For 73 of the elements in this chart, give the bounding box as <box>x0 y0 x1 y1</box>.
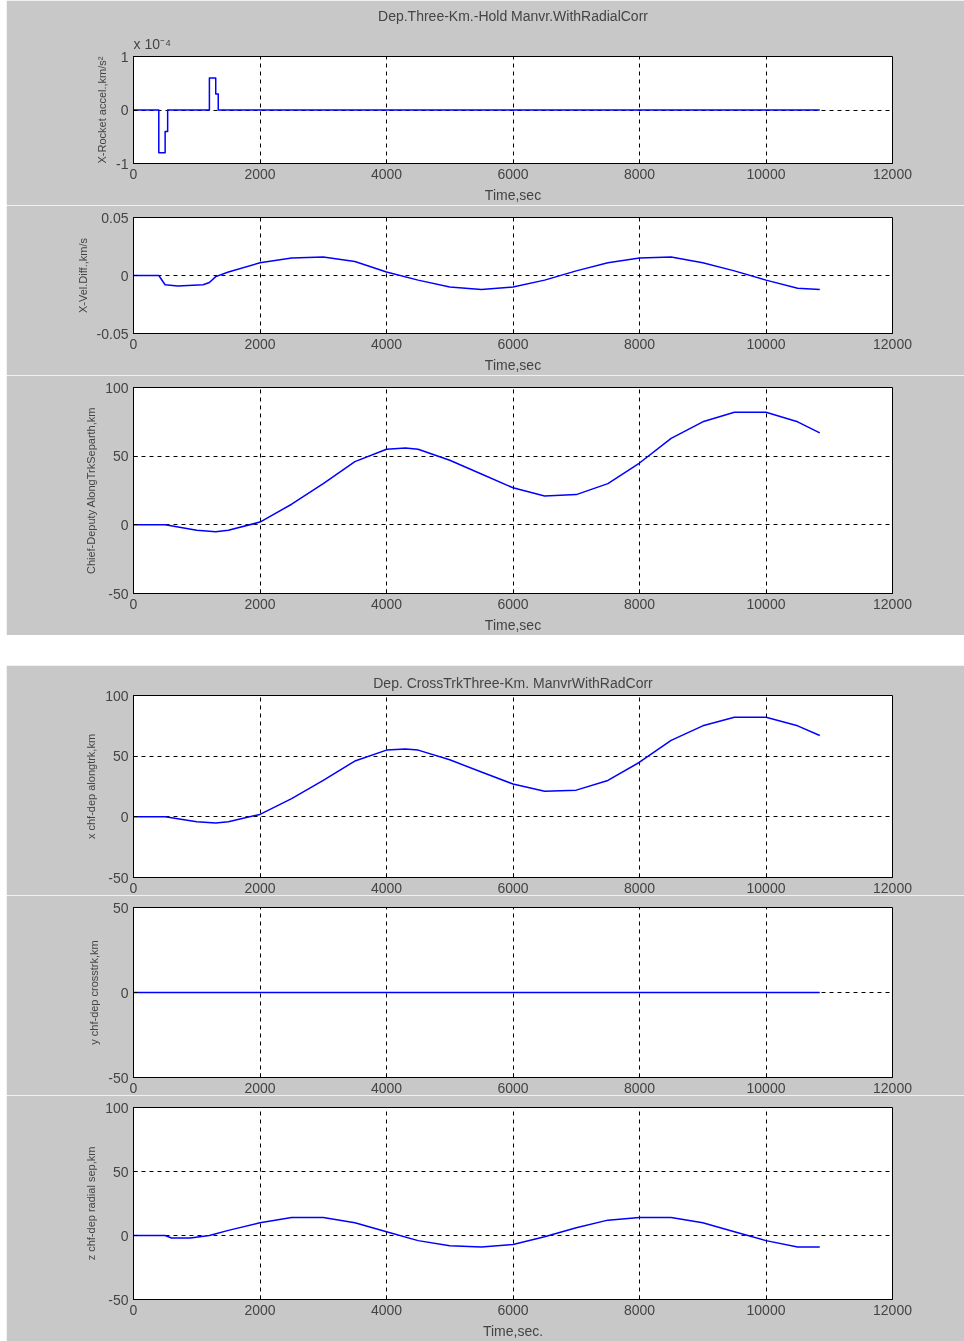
x-tick-label: 8000 <box>623 335 656 352</box>
y-tick-label: 0 <box>120 267 129 284</box>
x-tick-label: 6000 <box>497 1079 529 1096</box>
x-tick-label: 12000 <box>873 879 913 896</box>
line-series <box>133 77 821 154</box>
x-tick-label: 4000 <box>370 1301 403 1318</box>
x-tick-label: 8000 <box>623 879 656 896</box>
y-tick-label: 0 <box>120 516 129 533</box>
x-tick-label: 12000 <box>873 165 913 182</box>
y-tick-label: 1 <box>120 48 129 65</box>
line-series <box>133 716 821 824</box>
x-axis-title: Time,sec <box>484 356 542 373</box>
x-tick-label: 4000 <box>370 595 403 612</box>
x-axis-title: Time,sec. <box>482 1322 544 1339</box>
x-tick-label: 6000 <box>497 595 529 612</box>
text: x 10⁻⁴ <box>133 35 171 52</box>
x-tick-label: 6000 <box>497 335 529 352</box>
x-tick-label: 2000 <box>244 879 276 896</box>
y-tick-label: -1 <box>116 155 129 172</box>
x-tick-label: 10000 <box>746 1079 786 1096</box>
y-tick-label: 50 <box>112 899 129 916</box>
y-tick-label: 0 <box>120 984 129 1001</box>
y-tick-label: 50 <box>112 1163 129 1180</box>
x-tick-label: 2000 <box>244 1079 276 1096</box>
x-tick-label: 10000 <box>746 335 786 352</box>
x-tick-label: 4000 <box>370 1079 403 1096</box>
x-tick-label: 10000 <box>746 595 786 612</box>
y-tick-label: -50 <box>108 1069 129 1086</box>
x-tick-label: 12000 <box>873 1079 913 1096</box>
x-tick-label: 10000 <box>746 165 786 182</box>
y-tick-label: 0 <box>120 1227 129 1244</box>
y-axis-title: x chf-dep alongtrk,km <box>85 733 98 840</box>
x-tick-label: 2000 <box>244 595 276 612</box>
x-tick-label: 4000 <box>370 879 403 896</box>
y-tick-label: 100 <box>105 1099 129 1116</box>
y-axis-title: X-Rocket accel.,km/s² <box>96 56 109 164</box>
y-tick-label: -50 <box>108 585 129 602</box>
x-tick-label: 4000 <box>370 165 403 182</box>
x-tick-label: 12000 <box>873 595 913 612</box>
x-tick-label: 12000 <box>873 335 913 352</box>
y-tick-label: 50 <box>112 748 129 765</box>
x-tick-label: 8000 <box>623 165 656 182</box>
y-tick-label: -50 <box>108 1291 129 1308</box>
y-tick-label: -0.05 <box>96 325 129 342</box>
y-tick-label: 0.05 <box>101 209 129 226</box>
y-axis-title: Chief-Deputy AlongTrkSeparth,km <box>85 407 98 575</box>
y-tick-label: 100 <box>105 687 129 704</box>
x-tick-label: 6000 <box>497 1301 529 1318</box>
y-tick-label: -50 <box>108 869 129 886</box>
x-tick-label: 4000 <box>370 335 403 352</box>
x-axis-title: Time,sec <box>484 616 542 633</box>
y-axis-title: X-Vel.Diff.,km/s <box>76 237 89 313</box>
line-series <box>133 411 821 533</box>
x-tick-label: 2000 <box>244 335 276 352</box>
x-tick-label: 6000 <box>497 165 529 182</box>
y-axis-title: z chf-dep radial sep,km <box>85 1146 98 1261</box>
y-tick-label: 0 <box>120 808 129 825</box>
x-tick-label: 8000 <box>623 1079 656 1096</box>
x-tick-label: 10000 <box>746 879 786 896</box>
x-tick-label: 2000 <box>244 1301 276 1318</box>
x-axis-title: Time,sec <box>484 186 542 203</box>
y-tick-label: 50 <box>112 448 129 465</box>
x-tick-label: 10000 <box>746 1301 786 1318</box>
chart-title: Dep.Three-Km.-Hold Manvr.WithRadialCorr <box>378 7 649 24</box>
y-tick-label: 0 <box>120 102 129 118</box>
x-tick-label: 12000 <box>873 1301 913 1318</box>
x-tick-label: 8000 <box>623 1301 656 1318</box>
x-tick-label: 2000 <box>244 165 276 182</box>
y-axis-title: y chf-dep crosstrk,km <box>88 940 101 1045</box>
y-tick-label: 100 <box>105 379 129 396</box>
chart-title: Dep. CrossTrkThree-Km. ManvrWithRadCorr <box>373 674 654 691</box>
x-tick-label: 6000 <box>497 879 529 896</box>
x-tick-label: 8000 <box>623 595 656 612</box>
